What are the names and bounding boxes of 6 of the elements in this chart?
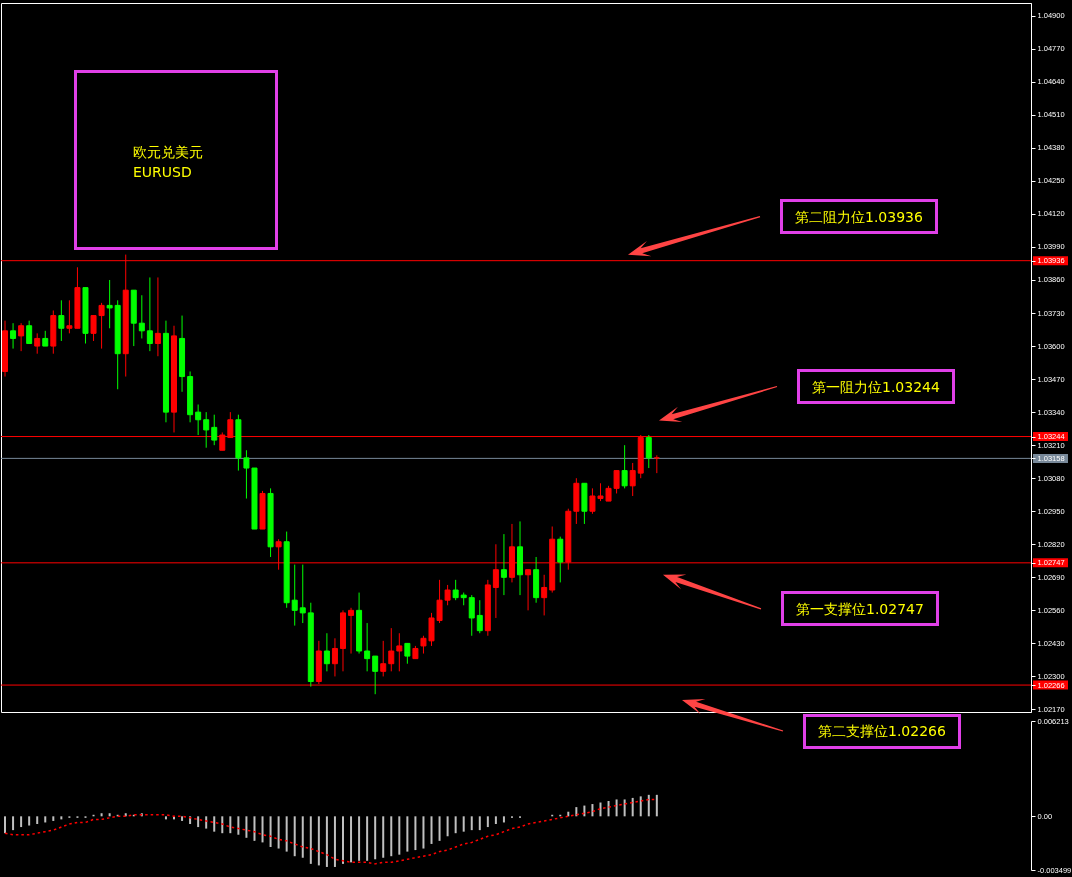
ref-line-label: 第一支撑位1.02747 xyxy=(796,600,924,617)
ref-line-label: 第二支撑位1.02266 xyxy=(818,723,946,740)
text: 欧元兑美元 xyxy=(133,144,203,161)
ref-line-label: 第一阻力位1.03244 xyxy=(812,378,940,395)
text: EURUSD xyxy=(133,164,192,181)
ref-line-label: 第二阻力位1.03936 xyxy=(795,208,923,225)
